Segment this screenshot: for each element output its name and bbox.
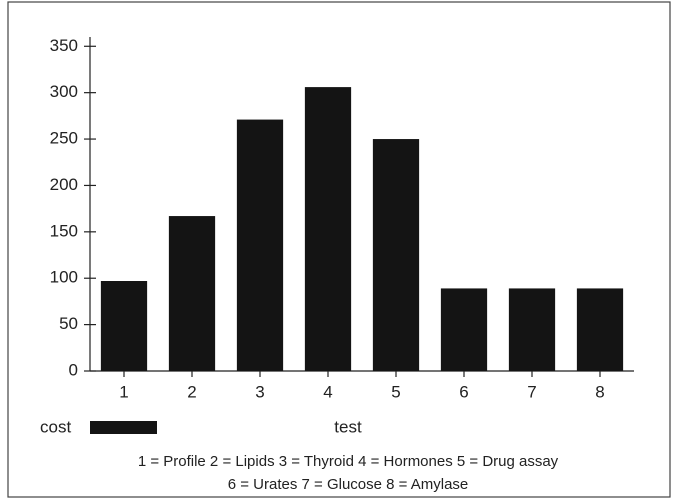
x-tick-label: 1: [119, 382, 128, 401]
x-tick-label: 6: [459, 382, 468, 401]
bar: [304, 87, 352, 371]
bar: [508, 288, 556, 371]
legend-swatch: [90, 421, 157, 434]
y-tick-label: 150: [50, 221, 78, 240]
bar: [372, 139, 420, 371]
x-tick-label: 8: [595, 382, 604, 401]
x-tick-label: 5: [391, 382, 400, 401]
note: 1 = Profile 2 = Lipids 3 = Thyroid 4 = H…: [138, 453, 559, 470]
x-tick-label: 4: [323, 382, 332, 401]
y-tick-label: 200: [50, 175, 78, 194]
y-tick-label: 350: [50, 36, 78, 55]
y-tick-label: 250: [50, 129, 78, 148]
x-tick-label: 2: [187, 382, 196, 401]
y-tick-label: 300: [50, 82, 78, 101]
bar: [100, 281, 148, 371]
x-tick-label: 7: [527, 382, 536, 401]
y-tick-label: 0: [69, 360, 78, 379]
bar: [168, 216, 216, 371]
bar: [576, 288, 624, 371]
bar: [440, 288, 488, 371]
note: 6 = Urates 7 = Glucose 8 = Amylase: [228, 476, 469, 493]
y-tick-label: 50: [59, 314, 78, 333]
legend-label: cost: [40, 417, 71, 436]
bar: [236, 119, 284, 371]
y-tick-label: 100: [50, 268, 78, 287]
x-tick-label: 3: [255, 382, 264, 401]
x-axis-label: test: [334, 417, 362, 436]
